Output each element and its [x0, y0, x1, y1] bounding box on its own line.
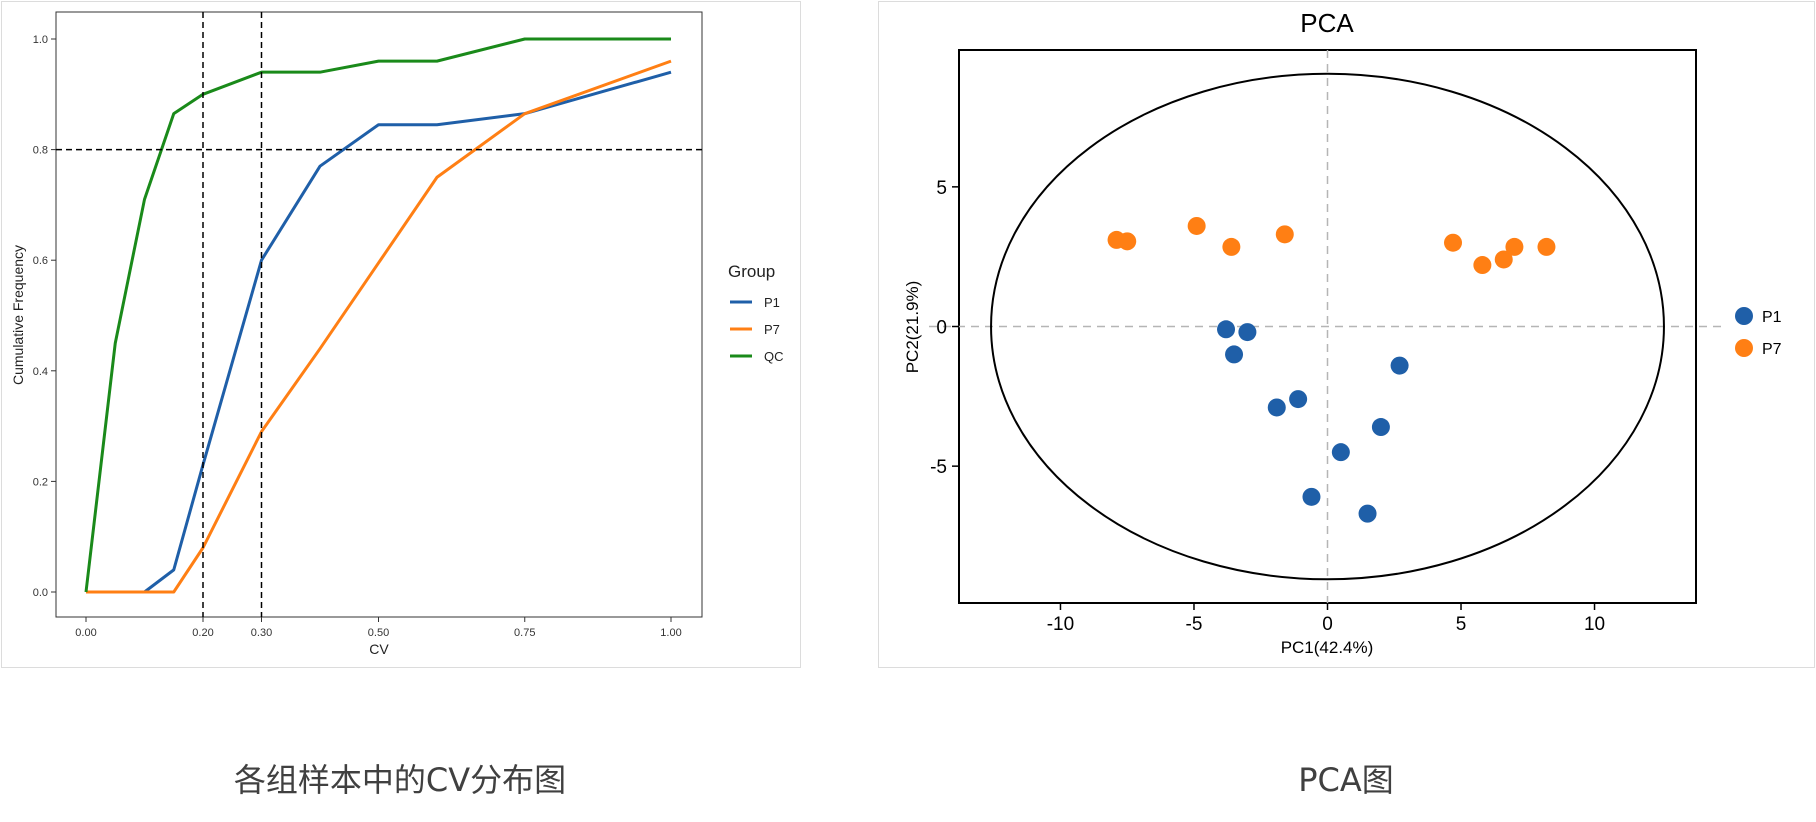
legend-label-p1: P1: [764, 295, 780, 310]
data-point-p1: [1302, 487, 1321, 506]
series-line-p1: [86, 70, 672, 594]
pca-figure-caption: PCA图: [1298, 761, 1394, 799]
y-tick-label: -5: [930, 457, 947, 478]
data-point-p7: [1275, 225, 1294, 244]
x-tick-label: 0.30: [251, 627, 272, 639]
data-point-p1: [1217, 320, 1236, 339]
legend-label-p1: P1: [1762, 309, 1782, 326]
data-point-p1: [1225, 345, 1244, 364]
data-point-p1: [1289, 390, 1308, 409]
y-tick-label: 0: [936, 318, 947, 339]
x-tick-label: 5: [1456, 614, 1467, 635]
data-point-p1: [1238, 323, 1257, 342]
x-tick-label: 0.50: [368, 627, 389, 639]
cv-distribution-panel: 0.00 0.20 0.30 0.50 0.75 1.00 0.0 0.2 0.4 0.6 0.8 1…: [1, 1, 801, 668]
y-axis-label: PC2(21.9%): [903, 281, 922, 374]
chart-title: PCA: [1300, 8, 1354, 38]
y-tick-label: 0.2: [33, 476, 48, 488]
data-point-p1: [1331, 443, 1350, 462]
data-point-p7: [1494, 250, 1513, 269]
y-tick-label: 0.0: [33, 587, 48, 599]
legend-label-qc: QC: [764, 349, 784, 364]
x-tick-label: 0.00: [75, 627, 96, 639]
data-point-p7: [1187, 216, 1206, 235]
pca-chart: PCA -10 -5 0 5 10 -5 0 5 PC1(42.4%) PC2(21.9%) P1 P7: [903, 8, 1782, 657]
x-tick-label: -10: [1047, 614, 1074, 635]
data-point-p7: [1444, 233, 1463, 252]
data-point-p7: [1473, 256, 1492, 275]
pca-panel: PCA -10 -5 0 5 10 -5 0 5 PC1(42.4%) PC2(21.9%) P1 P7: [878, 1, 1815, 668]
x-tick-label: 0.20: [192, 627, 213, 639]
data-point-p7: [1222, 237, 1241, 256]
data-point-p7: [1537, 237, 1556, 256]
data-point-p7: [1118, 232, 1137, 251]
y-tick-label: 5: [936, 178, 947, 199]
legend-label-p7: P7: [764, 322, 780, 337]
legend-title: Group: [728, 262, 775, 281]
data-point-p1: [1267, 398, 1286, 417]
y-tick-label: 0.8: [33, 145, 48, 157]
cv-distribution-chart: 0.00 0.20 0.30 0.50 0.75 1.00 0.0 0.2 0.4 0.6 0.8 1…: [10, 11, 784, 657]
series-line-p7: [86, 59, 672, 594]
legend-swatch-p1: [1735, 307, 1753, 325]
legend-swatch-p7: [1735, 339, 1753, 357]
x-tick-label: 10: [1584, 614, 1605, 635]
x-tick-label: 1.00: [660, 627, 681, 639]
x-tick-label: 0: [1322, 614, 1333, 635]
legend-label-p7: P7: [1762, 341, 1782, 358]
data-point-p1: [1371, 418, 1390, 437]
x-tick-label: -5: [1186, 614, 1203, 635]
x-axis-label: PC1(42.4%): [1281, 638, 1374, 657]
y-tick-label: 0.4: [33, 366, 48, 378]
data-point-p1: [1358, 504, 1377, 523]
cv-figure-caption: 各组样本中的CV分布图: [233, 761, 567, 799]
data-point-p7: [1505, 237, 1524, 256]
y-tick-label: 1.0: [33, 34, 48, 46]
x-tick-label: 0.75: [514, 627, 535, 639]
y-axis-label: Cumulative Frequency: [10, 245, 26, 385]
confidence-ellipse: [990, 72, 1665, 581]
y-tick-label: 0.6: [33, 255, 48, 267]
series-line-qc: [84, 37, 671, 593]
cv-plot-frame: [55, 11, 703, 618]
x-axis-label: CV: [369, 641, 389, 657]
data-point-p1: [1390, 356, 1409, 375]
